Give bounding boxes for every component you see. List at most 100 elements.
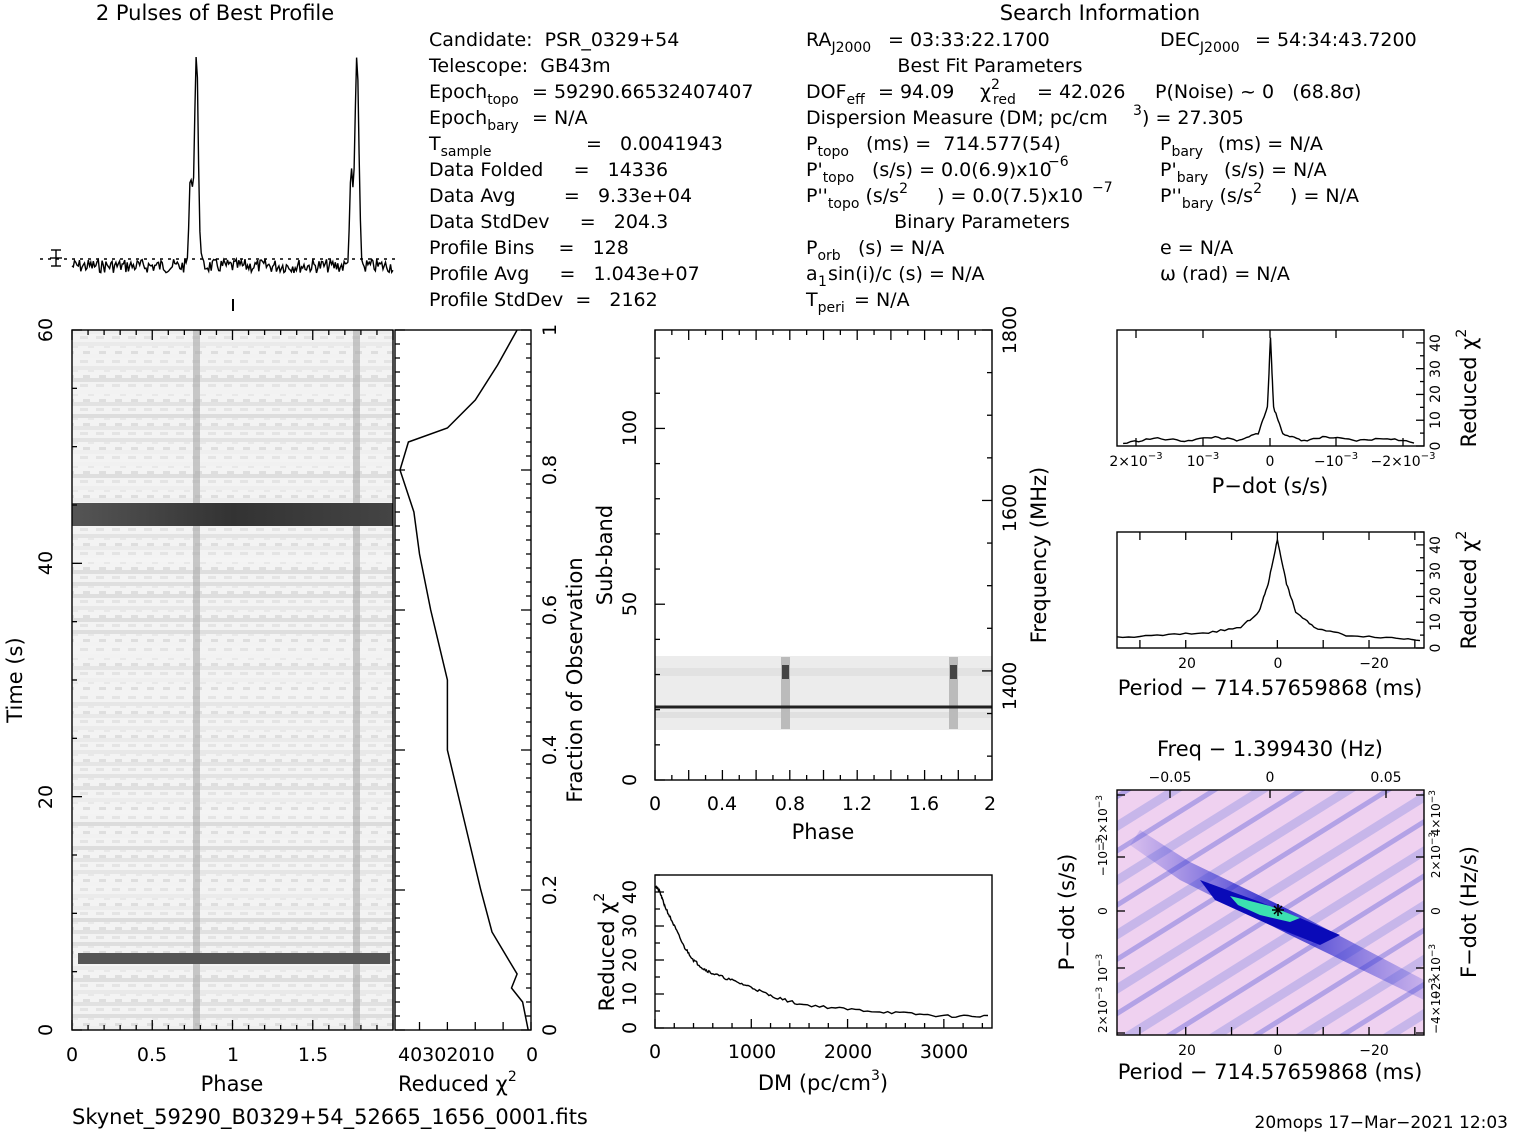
time-phase-row	[72, 978, 393, 982]
profile-bins: Profile Bins = 128	[429, 237, 629, 259]
bright-row-upper	[72, 503, 393, 526]
time-phase-row	[72, 582, 393, 586]
time-phase-row	[72, 618, 393, 622]
time-chi2-xlabel: Reduced χ2	[398, 1069, 517, 1096]
subband-ytick-50: 50	[619, 592, 641, 616]
ppdot-ylabel: P−dot (s/s)	[1055, 854, 1079, 971]
svg-text:2×10−3: 2×10−3	[1428, 832, 1443, 878]
time-phase-row	[72, 930, 393, 934]
time-phase-row	[72, 918, 393, 922]
ra: = 03:33:22.1700	[888, 29, 1050, 51]
dof: = 94.09	[878, 81, 954, 103]
search-information: Search Information Candidate: PSR_0329+5…	[428, 1, 1417, 316]
ecc: e = N/A	[1160, 237, 1233, 259]
period-xtick-m20: −20	[1359, 656, 1389, 672]
tperi: = N/A	[854, 289, 910, 311]
time-phase-ticks	[71, 329, 394, 1031]
pdot-xtick-3-text: −10	[1314, 454, 1344, 470]
period-chi2-ticks	[1139, 531, 1424, 649]
pdbary: (s/s) = N/A	[1224, 159, 1327, 181]
dm-xtick-0: 0	[649, 1041, 661, 1063]
dec: = 54:34:43.7200	[1255, 29, 1417, 51]
time-phase-xtick-3: 1.5	[298, 1044, 328, 1066]
pdot-xtick-1-text: 10	[1187, 454, 1205, 470]
ppdot-plot: Freq − 1.399430 (Hz) −0.05 0 0.05 20 0 −…	[1055, 737, 1481, 1084]
chi2red-label: χ2 red	[980, 77, 1016, 108]
omega: ω (rad) = N/A	[1160, 263, 1290, 285]
time-chi2-xlabel-text: Reduced χ	[398, 1072, 508, 1096]
pdot-chi2-ticks	[1135, 329, 1424, 447]
time-phase-row	[72, 414, 393, 418]
tsample: = 0.0041943	[586, 133, 723, 155]
ppdot-top-tick-0: −0.05	[1149, 770, 1192, 786]
ppdot-xlabel: Period − 714.57659868 (ms)	[1118, 1060, 1423, 1084]
pdot-xtick-2: 0	[1266, 454, 1275, 470]
pddbary-label: P''bary (s/s2	[1160, 181, 1262, 212]
ppdot-right-ticklabels: 4×10−3 2×10−3 0 −2×10−3 −4×10−3	[1428, 790, 1443, 1034]
ra-label: RAJ2000	[806, 29, 871, 56]
ppdot-xtick-m20: −20	[1359, 1043, 1389, 1059]
pdot-xlabel: P−dot (s/s)	[1212, 474, 1329, 498]
ppdot-main-stripe	[1130, 830, 1424, 1000]
ppdot-top-tick-2: 0.05	[1370, 770, 1401, 786]
pdtopo-exp: −6	[1048, 154, 1069, 170]
subband-ticks	[654, 329, 993, 781]
dm-ytick-30: 30	[619, 914, 641, 938]
time-phase-xtick-2: 1	[227, 1044, 239, 1066]
epoch-bary-label: Epochbary	[429, 107, 519, 134]
frequency-ytick-1600: 1600	[999, 484, 1021, 532]
subband-band-a	[655, 668, 992, 676]
time-phase-row	[72, 846, 393, 850]
time-phase-row	[72, 630, 393, 634]
time-phase-row	[72, 810, 393, 814]
dm-xlabel: DM (pc/cm3)	[758, 1068, 888, 1095]
time-phase-row	[72, 726, 393, 730]
pdot-ylabel: Reduced χ2	[1454, 329, 1481, 448]
best-fit-title: Best Fit Parameters	[897, 55, 1082, 77]
pdot-ylabel-text: Reduced χ	[1457, 338, 1481, 448]
pdot-chi2-plot: 2×10−3 10−3 0 −10−3 −2×10−3 P−dot (s/s) …	[1109, 329, 1481, 498]
subband-pulse-2-core	[950, 665, 957, 679]
dm-ytick-10: 10	[619, 982, 641, 1006]
data-stddev: Data StdDev = 204.3	[429, 211, 668, 233]
time-phase-row	[72, 762, 393, 766]
time-phase-row	[72, 438, 393, 442]
period-ylabel-text: Reduced χ	[1457, 540, 1481, 650]
time-phase-xtick-1: 0.5	[137, 1044, 167, 1066]
pdot-ytick-20: 20	[1428, 385, 1444, 403]
porb-label: Porb	[806, 237, 841, 264]
subband-pulse-2	[949, 657, 958, 729]
time-phase-ytick-40: 40	[35, 551, 57, 575]
dm-value: ) = 27.305	[1142, 107, 1244, 129]
time-phase-row	[72, 870, 393, 874]
dm-xtick-2000: 2000	[824, 1041, 872, 1063]
subband-xtick-2: 0.8	[775, 793, 805, 815]
tsample-label: Tsample	[428, 133, 492, 160]
subband-xtick-3: 1.2	[842, 793, 872, 815]
ppdot-ticks	[1117, 790, 1424, 1035]
time-phase-row	[72, 714, 393, 718]
time-phase-row	[72, 798, 393, 802]
profile-stddev: Profile StdDev = 2162	[429, 289, 658, 311]
pdot-chi2-curve	[1123, 337, 1415, 445]
porb: (s) = N/A	[858, 237, 944, 259]
dm-chi2-plot: 0 1000 2000 3000 DM (pc/cm3) 0 10 20 30 …	[592, 874, 993, 1095]
svg-text:2×10−3: 2×10−3	[1095, 987, 1110, 1033]
subband-xtick-5: 2	[984, 793, 996, 815]
dm-chi2-curve	[654, 885, 989, 1019]
dm-line: Dispersion Measure (DM; pc/cm	[806, 107, 1108, 129]
svg-text:0: 0	[1429, 907, 1443, 915]
time-phase-row	[72, 606, 393, 610]
time-phase-xlabel: Phase	[201, 1072, 264, 1096]
subband-xlabel: Phase	[792, 820, 855, 844]
time-phase-row	[72, 1014, 393, 1018]
period-ytick-20: 20	[1428, 587, 1444, 605]
time-phase-row	[72, 558, 393, 562]
search-info-title: Search Information	[1000, 1, 1200, 25]
pdtopo-label: P'topo	[806, 159, 854, 186]
ppdot-right-ylabel: F−dot (Hz/s)	[1457, 846, 1481, 978]
dm-chi2-frame	[654, 874, 993, 1029]
pbary: (ms) = N/A	[1218, 133, 1323, 155]
fraction-ytick-2: 0.4	[539, 735, 561, 765]
